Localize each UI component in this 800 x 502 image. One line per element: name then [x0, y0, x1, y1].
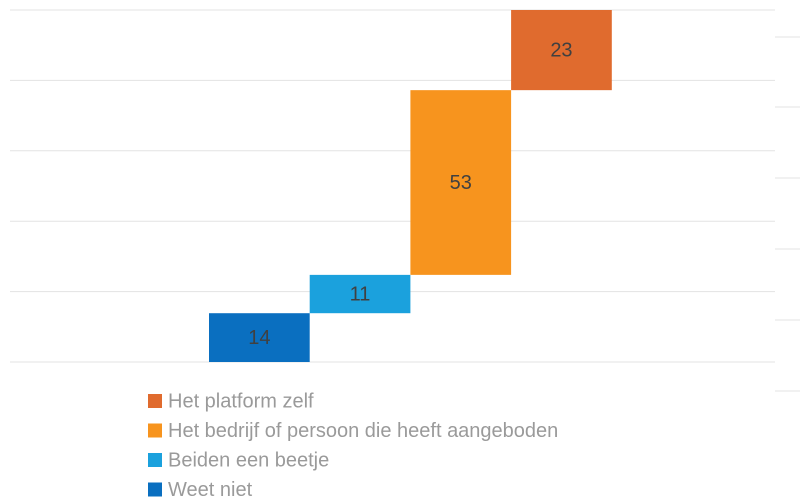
legend-swatch	[148, 482, 162, 497]
data-label: 23	[550, 39, 572, 61]
legend-swatch	[148, 394, 162, 408]
bar	[410, 90, 512, 275]
data-label: 14	[248, 327, 270, 349]
bar	[309, 274, 411, 314]
legend-swatch	[148, 453, 162, 467]
right-decor	[775, 36, 800, 392]
data-label: 11	[350, 283, 371, 305]
legend-label: Weet niet	[168, 479, 253, 501]
legend-label: Het platform zelf	[168, 390, 314, 412]
data-label: 53	[450, 172, 472, 194]
legend-label: Het bedrijf of persoon die heeft aangebo…	[168, 420, 558, 442]
legend-label: Beiden een beetje	[168, 449, 329, 471]
bar	[511, 10, 612, 91]
legend-swatch	[148, 423, 162, 438]
bar	[209, 313, 310, 362]
